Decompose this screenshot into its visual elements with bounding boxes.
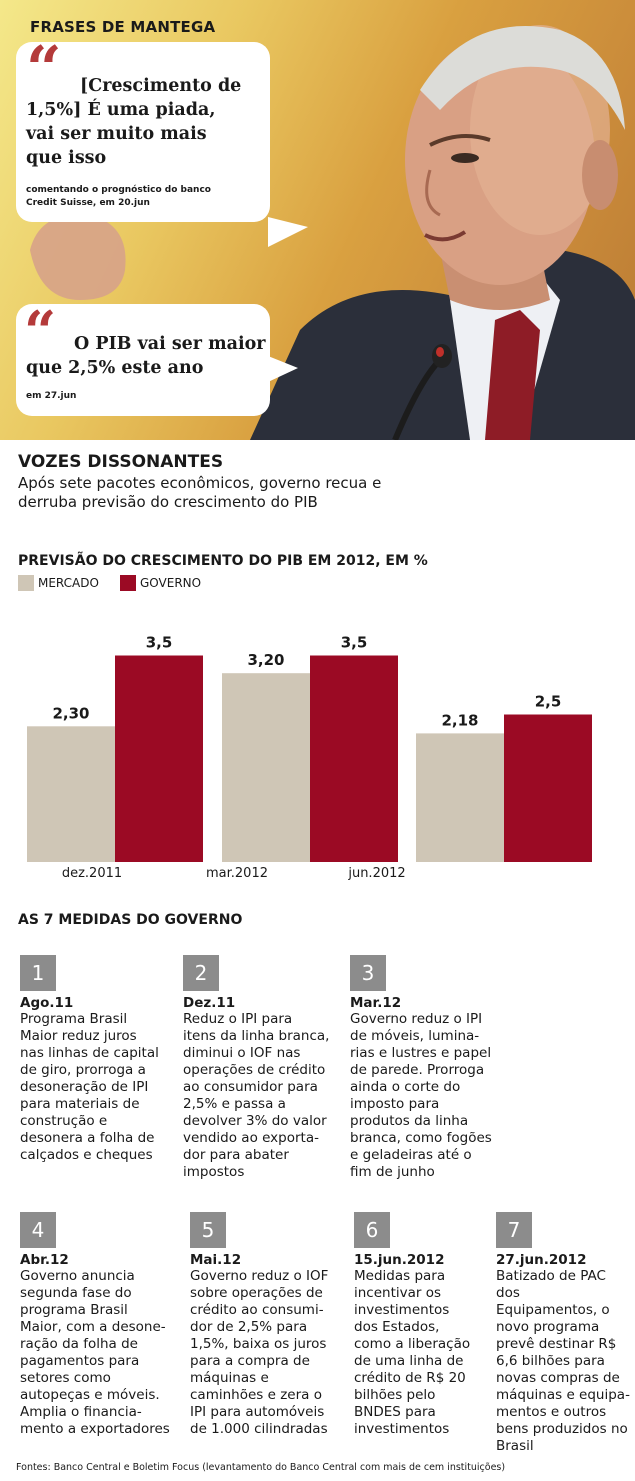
quote-1-line: que isso — [26, 148, 107, 168]
bubble-tail-icon — [268, 356, 298, 382]
x-tick-label: jun.2012 — [347, 866, 405, 881]
data-label: 2,18 — [441, 711, 478, 729]
measure-item: 2 Dez.11 Reduz o IPI para itens da linha b… — [183, 955, 343, 1181]
quote-2-note: em 27.jun — [26, 390, 76, 403]
bar-governo-dez.2011 — [115, 655, 203, 862]
measures-title: AS 7 MEDIDAS DO GOVERNO — [18, 912, 243, 928]
measure-item: 7 27.jun.2012 Batizado de PAC dos Equipame… — [496, 1212, 632, 1455]
measure-description: Programa Brasil Maior reduz juros nas li… — [20, 1011, 159, 1163]
measure-date: Ago.11 — [20, 995, 74, 1011]
header-photo: FRASES DE MANTEGA “ [Crescimento de 1,5%… — [0, 0, 635, 440]
data-label: 2,30 — [52, 704, 89, 722]
bar-mercado-jun.2012 — [416, 733, 504, 862]
quote-bubble-2: “ O PIB vai ser maior que 2,5% este ano … — [16, 299, 298, 416]
measure-item: 1 Ago.11 Programa Brasil Maior reduz juros… — [20, 955, 180, 1164]
bar-governo-mar.2012 — [310, 655, 398, 862]
quote-1-text: [Crescimento de — [80, 74, 270, 98]
headline-title: VOZES DISSONANTES — [18, 452, 224, 472]
bar-mercado-mar.2012 — [222, 673, 310, 862]
legend-swatch-mercado — [18, 575, 34, 591]
legend-swatch-governo — [120, 575, 136, 591]
quote-1-line: vai ser muito mais — [26, 124, 207, 144]
chart-title: PREVISÃO DO CRESCIMENTO DO PIB EM 2012, … — [18, 553, 428, 569]
measure-item: 6 15.jun.2012 Medidas para incentivar os i… — [354, 1212, 514, 1438]
source-note: Fontes: Banco Central e Boletim Focus (l… — [16, 1462, 506, 1473]
quote-mark-icon: “ — [24, 299, 57, 365]
measure-description: Medidas para incentivar os investimentos… — [354, 1268, 471, 1437]
legend-label-governo: GOVERNO — [140, 576, 202, 590]
gdp-forecast-bar-chart: 2,30 3,5 dez.2011 3,20 3,5 mar.2012 2,18 2,5 jun… — [27, 634, 592, 881]
quote-1-line: 1,5%] É uma piada, — [26, 100, 216, 120]
measure-number: 4 — [20, 1212, 56, 1248]
measure-date: Mar.12 — [350, 995, 402, 1011]
quote-1-text-cont: 1,5%] É uma piada, vai ser muito mais qu… — [26, 98, 266, 170]
measure-number: 2 — [183, 955, 219, 991]
legend-label-mercado: MERCADO — [38, 576, 99, 590]
quote-1-note: comentando o prognóstico do banco Credit… — [26, 184, 211, 210]
measure-description: Governo reduz o IPI de móveis, lumina- r… — [350, 1011, 492, 1180]
quote-2-line: que 2,5% este ano — [26, 358, 204, 378]
measure-number: 5 — [190, 1212, 226, 1248]
measure-description: Reduz o IPI para itens da linha branca, … — [183, 1011, 330, 1180]
minister-photo-illustration — [30, 25, 635, 440]
bar-governo-jun.2012 — [504, 714, 592, 862]
measure-description: Batizado de PAC dos Equipamentos, o novo… — [496, 1268, 630, 1454]
quote-1-line: [Crescimento de — [80, 76, 242, 96]
x-tick-label: dez.2011 — [62, 866, 122, 881]
header-title: FRASES DE MANTEGA — [30, 18, 216, 36]
data-label: 2,5 — [535, 693, 562, 711]
measure-item: 5 Mai.12 Governo reduz o IOF sobre operaçõ… — [190, 1212, 350, 1438]
measure-description: Governo anuncia segunda fase do programa… — [20, 1268, 170, 1437]
data-label: 3,20 — [247, 651, 284, 669]
measure-item: 3 Mar.12 Governo reduz o IPI de móveis, lu… — [350, 955, 510, 1181]
x-tick-label: mar.2012 — [206, 866, 268, 881]
quote-2-text-cont: que 2,5% este ano — [26, 356, 266, 380]
quote-1-note-line: comentando o prognóstico do banco — [26, 185, 211, 195]
measure-number: 3 — [350, 955, 386, 991]
measure-number: 7 — [496, 1212, 532, 1248]
bar-mercado-dez.2011 — [27, 726, 115, 862]
legend-governo: GOVERNO — [120, 575, 201, 591]
quote-bubble-1: “ [Crescimento de 1,5%] É uma piada, vai… — [16, 38, 308, 247]
measure-description: Governo reduz o IOF sobre operações de c… — [190, 1268, 329, 1437]
legend-mercado: MERCADO — [18, 575, 99, 591]
measure-date: Dez.11 — [183, 995, 236, 1011]
quote-2-line: O PIB vai ser maior — [74, 334, 266, 354]
measure-number: 6 — [354, 1212, 390, 1248]
quote-mark-icon: “ — [26, 32, 62, 105]
quote-1-note-line: Credit Suisse, em 20.jun — [26, 198, 150, 208]
measure-date: 27.jun.2012 — [496, 1252, 587, 1268]
bubble-tail-icon — [268, 217, 308, 247]
data-label: 3,5 — [146, 634, 173, 652]
quote-2-note-line: em 27.jun — [26, 391, 77, 401]
quote-2-text: O PIB vai ser maior — [74, 332, 274, 356]
measure-date: Abr.12 — [20, 1252, 69, 1268]
headline-subtitle: Após sete pacotes econômicos, governo re… — [18, 474, 382, 511]
measure-number: 1 — [20, 955, 56, 991]
measure-date: Mai.12 — [190, 1252, 242, 1268]
data-label: 3,5 — [341, 634, 368, 652]
measure-date: 15.jun.2012 — [354, 1252, 445, 1268]
measure-item: 4 Abr.12 Governo anuncia segunda fase do p… — [20, 1212, 180, 1438]
